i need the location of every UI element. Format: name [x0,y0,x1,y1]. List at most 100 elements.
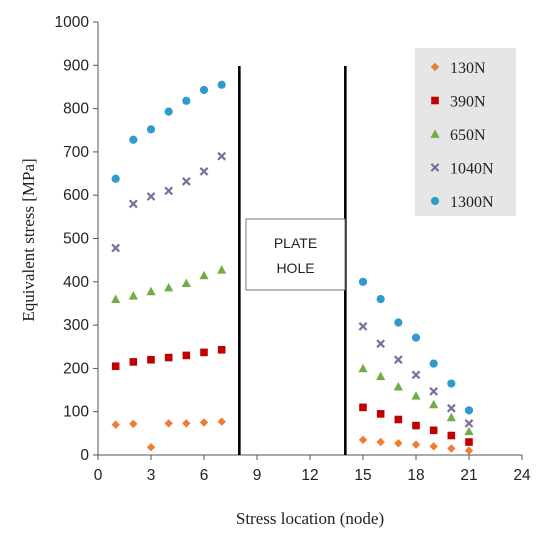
data-point [199,270,209,280]
y-tick-label: 0 [80,447,89,464]
data-points [111,80,474,455]
data-point [182,351,191,360]
data-point [217,265,227,274]
data-point [393,381,403,391]
x-axis-ticks: 0 3 6 9 12 15 18 21 24 [94,455,531,484]
data-point [429,359,438,368]
legend-label: 650N [450,127,486,144]
data-point [394,415,403,424]
data-point [447,444,456,453]
plate-hole-annotation: PLATE HOLE [245,218,346,291]
data-point [429,386,439,396]
data-point [358,435,368,445]
data-point [411,370,421,380]
data-point [199,418,209,427]
data-point [199,85,209,95]
data-point [199,167,209,176]
legend-marker [430,196,440,206]
data-point [146,286,156,296]
data-point [429,399,439,409]
data-point [411,391,421,400]
data-point [393,355,403,365]
legend-label: 1300N [450,194,494,211]
data-point [111,362,120,371]
data-point [412,421,420,430]
data-point [147,355,155,364]
data-point [182,96,191,105]
y-tick-label: 300 [63,317,89,334]
legend-marker [430,163,440,172]
data-point [464,419,474,428]
legend-label: 1040N [450,161,494,178]
legend-marker [430,129,440,138]
data-point [111,174,120,183]
data-point [164,282,174,292]
data-point [376,437,385,447]
y-axis-title: Equivalent stress [MPa] [19,158,38,321]
data-point [376,410,385,418]
data-point [376,371,386,381]
y-tick-label: 800 [63,101,89,118]
data-point [146,125,156,134]
plate-hole-line-2: HOLE [276,260,314,276]
data-point [359,403,367,412]
y-tick-label: 700 [63,144,89,161]
data-point [217,345,226,354]
data-point [358,322,368,331]
y-axis-ticks: 0 100 200 300 400 500 600 700 800 900 1000 [55,14,98,464]
data-point [111,243,121,253]
legend-marker [431,96,439,105]
data-point [358,277,368,286]
data-point [182,419,191,428]
legend-label: 130N [450,60,486,77]
data-point [447,379,456,388]
data-point [411,333,421,342]
x-tick-label: 18 [407,467,424,484]
data-point [217,80,226,89]
data-point [200,348,208,357]
data-point [429,426,438,435]
legend-box [415,48,516,216]
x-tick-label: 12 [301,467,318,484]
data-point [376,339,386,349]
data-point [358,363,368,373]
x-tick-label: 3 [147,467,156,484]
data-point [129,358,138,366]
data-point [129,419,138,429]
x-tick-label: 15 [354,467,371,484]
data-point [146,192,156,201]
data-point [446,412,456,422]
data-point [164,107,173,116]
series-130N [111,417,474,455]
series-1300N [111,80,474,415]
x-tick-label: 9 [253,467,262,484]
data-point [464,406,474,415]
data-point [164,353,173,362]
data-point [128,199,138,209]
plate-hole-line-1: PLATE [274,235,317,251]
data-point [411,440,421,449]
y-tick-label: 1000 [55,14,90,31]
y-tick-label: 100 [63,404,89,421]
series-650N [111,265,474,436]
x-tick-label: 24 [513,467,531,484]
data-point [464,446,474,455]
data-point [464,426,474,436]
data-point [446,403,456,413]
y-tick-label: 900 [63,57,89,74]
legend-marker [430,62,440,72]
data-point [465,438,473,446]
data-point [429,442,438,451]
data-point [164,186,174,196]
data-point [111,420,120,429]
x-tick-label: 21 [460,467,477,484]
data-point [447,431,456,440]
data-point [394,439,403,448]
data-point [164,419,173,428]
x-axis-title: Stress location (node) [236,509,384,528]
data-point [111,294,121,304]
data-point [129,135,138,144]
plate-hole-box [245,218,346,291]
data-point [146,443,156,452]
